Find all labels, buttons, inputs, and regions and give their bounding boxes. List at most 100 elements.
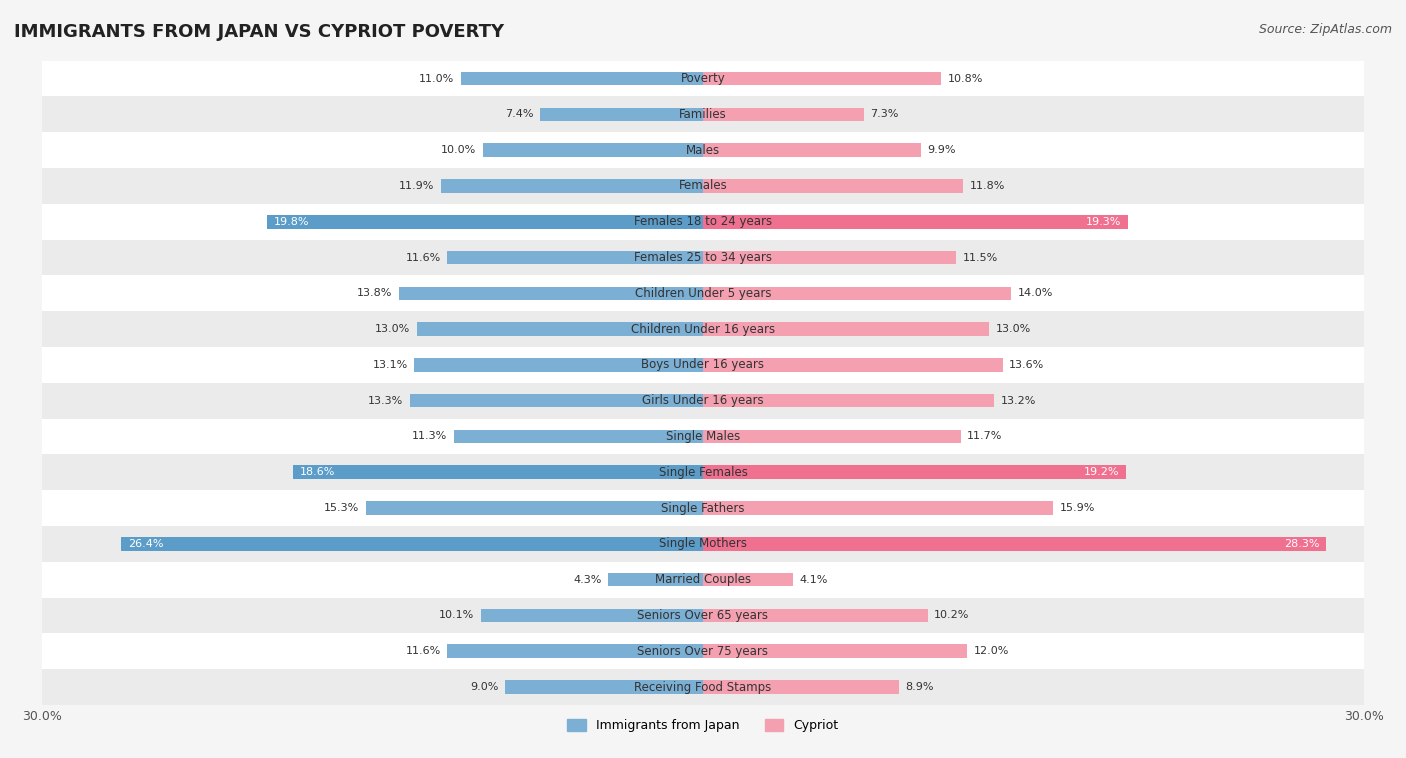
Text: 10.1%: 10.1%: [439, 610, 474, 621]
Bar: [703, 537, 1326, 550]
Bar: [454, 430, 703, 443]
Text: Poverty: Poverty: [681, 72, 725, 85]
Text: 11.6%: 11.6%: [405, 647, 441, 656]
Text: Seniors Over 75 years: Seniors Over 75 years: [637, 645, 769, 658]
Bar: [703, 251, 956, 265]
Text: Married Couples: Married Couples: [655, 573, 751, 586]
Bar: [703, 430, 960, 443]
Bar: [703, 644, 967, 658]
Text: 12.0%: 12.0%: [974, 647, 1010, 656]
Text: 15.9%: 15.9%: [1060, 503, 1095, 513]
Bar: [42, 168, 1364, 204]
Bar: [42, 204, 1364, 240]
Text: 7.4%: 7.4%: [505, 109, 533, 119]
Text: 13.6%: 13.6%: [1010, 360, 1045, 370]
Text: 10.2%: 10.2%: [934, 610, 970, 621]
Text: 10.0%: 10.0%: [441, 145, 477, 155]
Bar: [447, 644, 703, 658]
Text: 13.0%: 13.0%: [375, 324, 411, 334]
Text: Single Mothers: Single Mothers: [659, 537, 747, 550]
Bar: [703, 680, 898, 694]
Text: Males: Males: [686, 143, 720, 157]
Text: 11.5%: 11.5%: [963, 252, 998, 262]
Bar: [703, 322, 990, 336]
Bar: [703, 465, 1126, 479]
Bar: [267, 215, 703, 228]
Text: 4.1%: 4.1%: [800, 575, 828, 584]
Bar: [42, 490, 1364, 526]
Bar: [482, 143, 703, 157]
Text: Receiving Food Stamps: Receiving Food Stamps: [634, 681, 772, 694]
Bar: [703, 179, 963, 193]
Text: 9.0%: 9.0%: [470, 682, 498, 692]
Bar: [703, 215, 1128, 228]
Bar: [42, 597, 1364, 634]
Text: 28.3%: 28.3%: [1284, 539, 1320, 549]
Bar: [703, 609, 928, 622]
Bar: [42, 383, 1364, 418]
Text: 18.6%: 18.6%: [299, 467, 335, 478]
Bar: [42, 562, 1364, 597]
Text: 13.8%: 13.8%: [357, 288, 392, 299]
Bar: [42, 454, 1364, 490]
Bar: [703, 394, 994, 408]
Bar: [703, 72, 941, 86]
Text: Children Under 16 years: Children Under 16 years: [631, 323, 775, 336]
Bar: [703, 287, 1011, 300]
Bar: [703, 108, 863, 121]
Bar: [703, 573, 793, 587]
Bar: [447, 251, 703, 265]
Text: 19.3%: 19.3%: [1087, 217, 1122, 227]
Text: Families: Families: [679, 108, 727, 121]
Text: 13.1%: 13.1%: [373, 360, 408, 370]
Text: Single Males: Single Males: [666, 430, 740, 443]
Bar: [399, 287, 703, 300]
Bar: [411, 394, 703, 408]
Text: Girls Under 16 years: Girls Under 16 years: [643, 394, 763, 407]
Text: 19.2%: 19.2%: [1084, 467, 1119, 478]
Text: Single Females: Single Females: [658, 465, 748, 479]
Bar: [703, 358, 1002, 371]
Bar: [461, 72, 703, 86]
Bar: [416, 322, 703, 336]
Text: 8.9%: 8.9%: [905, 682, 934, 692]
Bar: [121, 537, 703, 550]
Text: 10.8%: 10.8%: [948, 74, 983, 83]
Text: 4.3%: 4.3%: [574, 575, 602, 584]
Legend: Immigrants from Japan, Cypriot: Immigrants from Japan, Cypriot: [562, 714, 844, 738]
Bar: [540, 108, 703, 121]
Text: Single Fathers: Single Fathers: [661, 502, 745, 515]
Bar: [42, 275, 1364, 312]
Bar: [42, 418, 1364, 454]
Text: 13.3%: 13.3%: [368, 396, 404, 406]
Bar: [42, 61, 1364, 96]
Bar: [42, 240, 1364, 275]
Text: 11.0%: 11.0%: [419, 74, 454, 83]
Bar: [415, 358, 703, 371]
Bar: [294, 465, 703, 479]
Text: 11.6%: 11.6%: [405, 252, 441, 262]
Text: 14.0%: 14.0%: [1018, 288, 1053, 299]
Bar: [481, 609, 703, 622]
Bar: [441, 179, 703, 193]
Bar: [703, 143, 921, 157]
Text: 19.8%: 19.8%: [273, 217, 309, 227]
Bar: [42, 312, 1364, 347]
Text: 26.4%: 26.4%: [128, 539, 163, 549]
Text: Females 18 to 24 years: Females 18 to 24 years: [634, 215, 772, 228]
Bar: [366, 501, 703, 515]
Bar: [42, 132, 1364, 168]
Text: Females: Females: [679, 180, 727, 193]
Text: Boys Under 16 years: Boys Under 16 years: [641, 359, 765, 371]
Text: 11.8%: 11.8%: [970, 181, 1005, 191]
Bar: [505, 680, 703, 694]
Bar: [42, 634, 1364, 669]
Text: 9.9%: 9.9%: [928, 145, 956, 155]
Bar: [42, 347, 1364, 383]
Text: 13.2%: 13.2%: [1001, 396, 1036, 406]
Text: Source: ZipAtlas.com: Source: ZipAtlas.com: [1258, 23, 1392, 36]
Text: Females 25 to 34 years: Females 25 to 34 years: [634, 251, 772, 264]
Text: 11.9%: 11.9%: [399, 181, 434, 191]
Text: 13.0%: 13.0%: [995, 324, 1031, 334]
Text: Seniors Over 65 years: Seniors Over 65 years: [637, 609, 769, 622]
